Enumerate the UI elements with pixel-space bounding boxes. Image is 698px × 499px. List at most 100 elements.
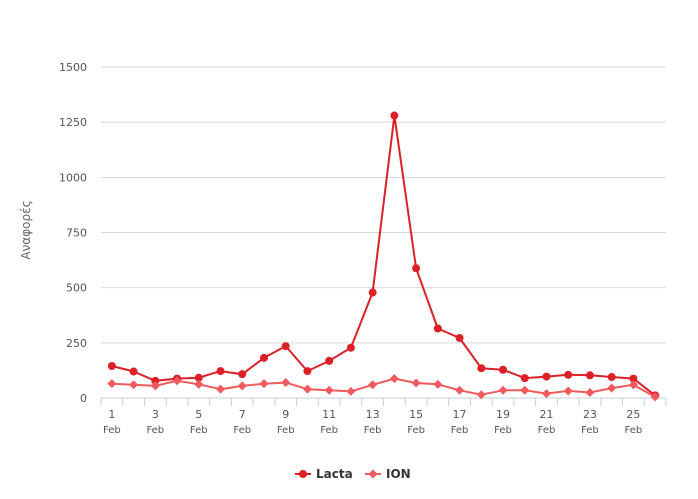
data-point (607, 383, 617, 393)
y-tick-label: 0 (80, 392, 87, 405)
x-tick-month-label: Feb (451, 425, 469, 436)
legend[interactable]: Lacta ION (295, 467, 411, 481)
y-tick-label: 750 (66, 227, 87, 240)
legend-item-ion[interactable]: ION (365, 467, 411, 481)
data-point (237, 381, 247, 391)
series-layer (107, 111, 660, 402)
data-point (172, 376, 182, 386)
data-point (324, 385, 334, 395)
y-tick-label: 1250 (59, 116, 87, 129)
data-point (498, 385, 508, 395)
x-tick-month-label: Feb (277, 425, 295, 436)
gridlines (101, 66, 666, 344)
data-point (259, 379, 269, 389)
x-tick-label: 17 (453, 408, 467, 421)
data-point (150, 381, 160, 391)
data-point (302, 384, 312, 394)
x-tick-month-label: Feb (494, 425, 512, 436)
x-tick-label: 3 (152, 408, 159, 421)
x-tick-month-label: Feb (103, 425, 121, 436)
x-tick-label: 15 (409, 408, 423, 421)
data-point (325, 356, 334, 365)
data-point (650, 392, 660, 402)
x-tick-month-label: Feb (320, 425, 338, 436)
x-tick-label: 11 (322, 408, 336, 421)
data-point (303, 367, 312, 376)
data-point (455, 333, 464, 342)
data-point (281, 342, 290, 351)
data-point (107, 379, 117, 389)
data-point (346, 386, 356, 396)
data-point (477, 364, 486, 373)
data-point (151, 376, 160, 385)
series-line (111, 377, 656, 398)
series-line (111, 114, 656, 397)
x-tick-month-label: Feb (407, 425, 425, 436)
data-point (433, 379, 443, 389)
x-tick-month-label: Feb (364, 425, 382, 436)
data-point (520, 385, 530, 395)
data-point (499, 365, 508, 374)
data-point (412, 264, 421, 273)
data-point (107, 362, 116, 371)
data-point (411, 378, 421, 388)
legend-label: ION (386, 467, 411, 481)
x-tick-month-label: Feb (190, 425, 208, 436)
data-point (585, 371, 594, 380)
data-point (129, 380, 139, 390)
data-point (194, 379, 204, 389)
y-tick-label: 500 (66, 282, 87, 295)
data-point (542, 372, 551, 381)
data-point (541, 389, 551, 399)
data-point (564, 370, 573, 379)
x-tick-label: 13 (366, 408, 380, 421)
data-point (433, 324, 442, 333)
x-tick-label: 19 (496, 408, 510, 421)
data-point (368, 288, 377, 297)
x-tick-label: 1 (108, 408, 115, 421)
legend-item-lacta[interactable]: Lacta (295, 467, 353, 481)
legend-marker (299, 470, 307, 478)
series-lacta (107, 111, 660, 400)
data-point (216, 384, 226, 394)
data-point (628, 380, 638, 390)
legend-label: Lacta (316, 467, 353, 481)
y-tick-label: 1500 (59, 61, 87, 74)
y-axis-tick-labels: 0 250 500 750 1000 1250 1500 (59, 61, 87, 405)
y-axis-title: Αναφορές (19, 200, 33, 259)
x-tick-month-label: Feb (233, 425, 251, 436)
x-tick-label: 9 (282, 408, 289, 421)
y-tick-label: 250 (66, 337, 87, 350)
data-point (607, 373, 616, 382)
data-point (194, 373, 203, 382)
x-tick-month-label: Feb (625, 425, 643, 436)
data-point (629, 374, 638, 383)
data-point (585, 387, 595, 397)
data-point (563, 386, 573, 396)
data-point (455, 385, 465, 395)
x-tick-label: 5 (195, 408, 202, 421)
data-point (390, 111, 399, 120)
x-tick-month-label: Feb (146, 425, 164, 436)
y-tick-label: 1000 (59, 171, 87, 184)
x-tick-label: 21 (539, 408, 553, 421)
data-point (476, 390, 486, 400)
x-tick-label: 23 (583, 408, 597, 421)
data-point (368, 380, 378, 390)
x-tick-month-label: Feb (538, 425, 556, 436)
x-tick-label: 7 (239, 408, 246, 421)
data-point (346, 343, 355, 352)
data-point (389, 374, 399, 384)
data-point (129, 367, 138, 376)
data-point (520, 374, 529, 383)
data-point (281, 378, 291, 388)
series-ion (107, 374, 660, 402)
data-point (216, 367, 225, 376)
legend-marker (368, 469, 378, 479)
x-tick-month-label: Feb (581, 425, 599, 436)
data-point (259, 353, 268, 362)
data-point (238, 370, 247, 379)
x-axis: 1 Feb 3 Feb 5 Feb 7 Feb 9 Feb 11 Feb 13 Feb 15 Feb 17 Feb… (100, 397, 667, 436)
